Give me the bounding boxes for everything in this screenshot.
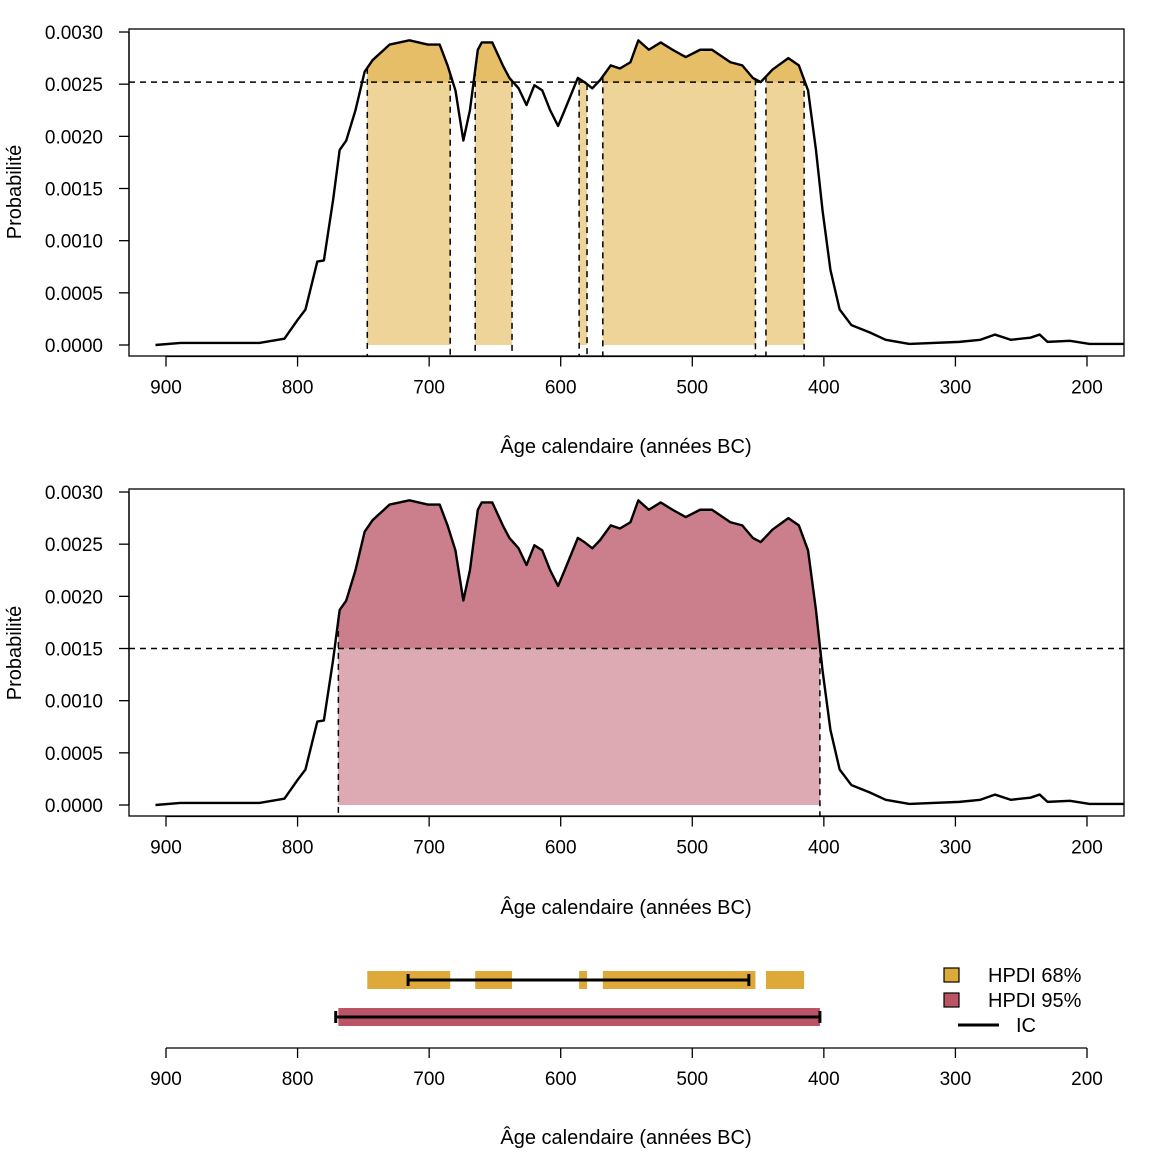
x-tick-label: 700 xyxy=(413,838,445,859)
y-tick-label: 0.0010 xyxy=(45,692,103,713)
x-tick-label: 300 xyxy=(940,838,972,859)
x-tick-label: 900 xyxy=(150,378,182,399)
x-tick-label: 500 xyxy=(676,1069,708,1090)
x-tick-label: 500 xyxy=(676,378,708,399)
legend-label: HPDI 68% xyxy=(988,965,1082,987)
x-tick-label: 200 xyxy=(1071,1069,1103,1090)
hpd-area-below xyxy=(765,82,805,345)
y-tick-label: 0.0030 xyxy=(45,23,103,44)
y-axis-label-2: Probabilité xyxy=(4,606,26,701)
x-axis-label-2: Âge calendaire (années BC) xyxy=(500,896,751,919)
x-tick-label: 400 xyxy=(808,838,840,859)
x-tick-label: 800 xyxy=(282,1069,314,1090)
y-tick-label: 0.0000 xyxy=(45,796,103,817)
legend-label: IC xyxy=(1016,1015,1036,1037)
x-tick-label: 300 xyxy=(940,1069,972,1090)
density-curve xyxy=(155,499,1124,807)
y-tick-label: 0.0015 xyxy=(45,640,103,661)
y-axis-label-1: Probabilité xyxy=(4,145,26,240)
interval-plot: 900 800 700 600 500 400 300 200 HPDI 68% HPDI 95%… xyxy=(150,965,1103,1090)
x-tick-label: 600 xyxy=(545,838,577,859)
x-tick-label: 800 xyxy=(282,838,314,859)
x-tick-label: 600 xyxy=(545,378,577,399)
x-tick-label: 200 xyxy=(1071,838,1103,859)
x-tick-label: 700 xyxy=(413,378,445,399)
hpd-68-plot: 900 800 700 600 500 400 300 200 0.0000 0.0005 0.00… xyxy=(45,23,1125,399)
x-axis-label-1: Âge calendaire (années BC) xyxy=(500,435,751,458)
y-tick-label: 0.0030 xyxy=(45,483,103,504)
x-tick-label: 700 xyxy=(413,1069,445,1090)
y-tick-label: 0.0005 xyxy=(45,284,103,305)
hpd-95-plot: 900 800 700 600 500 400 300 200 0.0000 0.0005 0.00… xyxy=(45,483,1125,859)
x-tick-label: 900 xyxy=(150,1069,182,1090)
x-tick-label: 600 xyxy=(545,1069,577,1090)
x-tick-label: 400 xyxy=(808,1069,840,1090)
density-curve xyxy=(155,39,1124,347)
y-tick-label: 0.0020 xyxy=(45,587,103,608)
y-tick-label: 0.0005 xyxy=(45,744,103,765)
y-tick-label: 0.0025 xyxy=(45,75,103,96)
hpd-area-below xyxy=(602,82,756,345)
y-tick-label: 0.0020 xyxy=(45,127,103,148)
x-tick-label: 200 xyxy=(1071,378,1103,399)
hpdi-68-bar xyxy=(765,971,805,989)
legend-swatch xyxy=(943,967,960,983)
x-tick-label: 500 xyxy=(676,838,708,859)
hpd-area-below xyxy=(579,82,588,345)
legend-swatch xyxy=(943,992,960,1008)
y-tick-label: 0.0025 xyxy=(45,535,103,556)
y-tick-label: 0.0015 xyxy=(45,180,103,201)
x-tick-label: 800 xyxy=(282,378,314,399)
legend-label: HPDI 95% xyxy=(988,990,1082,1012)
y-tick-label: 0.0000 xyxy=(45,336,103,357)
x-tick-label: 900 xyxy=(150,838,182,859)
hpd-area-below xyxy=(475,82,513,345)
x-axis-label-3: Âge calendaire (années BC) xyxy=(500,1126,751,1149)
hpd-area-below xyxy=(338,648,820,805)
y-tick-label: 0.0010 xyxy=(45,232,103,253)
x-tick-label: 400 xyxy=(808,378,840,399)
hpd-area-below xyxy=(367,82,451,345)
x-tick-label: 300 xyxy=(940,378,972,399)
